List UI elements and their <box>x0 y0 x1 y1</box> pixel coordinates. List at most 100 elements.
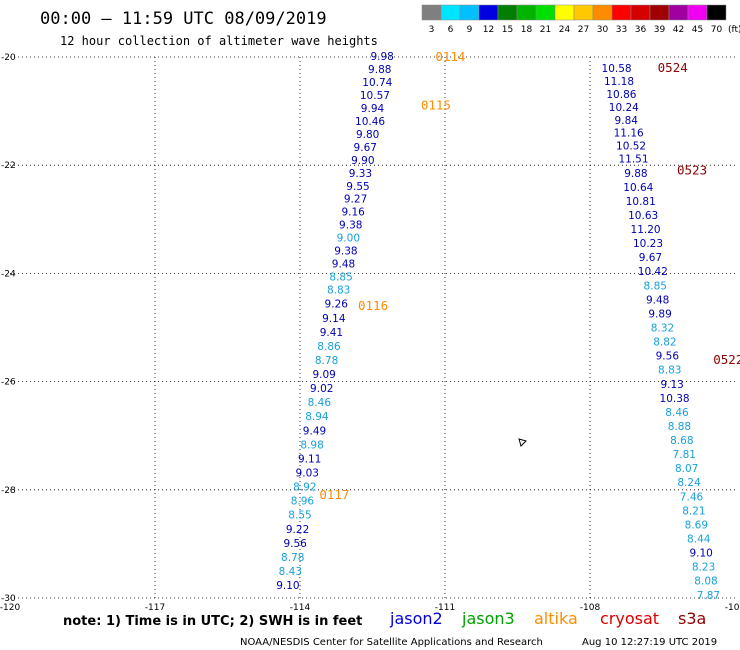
wave-height-value: 9.10 <box>276 580 299 592</box>
wave-height-value: 9.56 <box>656 351 680 363</box>
wave-height-value: 9.41 <box>320 327 343 339</box>
scale-label: 6 <box>448 25 454 35</box>
wave-height-value: 10.46 <box>355 116 385 128</box>
wave-height-value: 9.00 <box>337 233 360 245</box>
wave-height-value: 9.88 <box>624 168 647 180</box>
pass-labels: 0114 0115 0116 0117 0524 0523 0522 <box>319 49 740 502</box>
wave-height-value: 9.33 <box>349 168 372 180</box>
y-tick-label: -20 <box>1 53 16 63</box>
wave-height-value: 10.58 <box>602 63 632 75</box>
x-tick-label: -120 <box>0 603 20 613</box>
scale-label: 45 <box>692 25 703 35</box>
x-tick-label: -108 <box>580 603 601 613</box>
wave-height-value: 8.78 <box>281 552 304 564</box>
pass-label: 0115 <box>421 98 451 113</box>
wave-height-value: 9.10 <box>689 548 712 560</box>
scale-swatch <box>687 4 708 21</box>
scale-label: 24 <box>559 25 571 35</box>
wave-height-value: 9.26 <box>325 299 349 311</box>
y-tick-label: -22 <box>1 161 16 171</box>
x-tick-label: -105 <box>725 603 740 613</box>
wave-height-value: 10.81 <box>626 196 656 208</box>
scale-label: 30 <box>597 25 609 35</box>
wave-height-value: 9.48 <box>332 259 355 271</box>
wave-height-value: 9.67 <box>639 252 662 264</box>
pass-label: 0117 <box>319 487 349 502</box>
footer-note: note: 1) Time is in UTC; 2) SWH is in fe… <box>63 614 362 629</box>
wave-height-value: 8.94 <box>305 411 329 423</box>
wave-height-value: 9.67 <box>354 142 377 154</box>
wave-height-value: 9.88 <box>368 64 391 76</box>
wave-height-value: 11.20 <box>631 224 661 236</box>
chart-title: 00:00 — 11:59 UTC 08/09/2019 <box>40 9 327 29</box>
wave-height-value: 10.63 <box>628 210 658 222</box>
wave-height-value: 9.49 <box>303 425 326 437</box>
x-tick-label: -114 <box>290 603 311 613</box>
wave-height-value: 11.16 <box>614 128 644 140</box>
wave-height-value: 9.27 <box>344 194 367 206</box>
wave-height-value: 9.02 <box>310 383 333 395</box>
wave-height-value: 9.98 <box>370 51 393 63</box>
wave-height-value: 11.18 <box>604 76 634 88</box>
scale-label: 42 <box>673 25 684 35</box>
wave-height-value: 9.38 <box>339 220 362 232</box>
wave-height-value: 8.88 <box>668 421 691 433</box>
mission-legend: jason2 jason3 altika cryosat s3a <box>389 609 706 628</box>
wave-height-value: 8.82 <box>653 337 676 349</box>
wave-height-value: 8.44 <box>687 533 711 545</box>
wave-height-value: 7.87 <box>697 590 720 602</box>
wave-height-points: 9.989.8810.7410.579.9410.469.809.679.909… <box>276 51 720 602</box>
wave-height-value: 9.22 <box>286 524 309 536</box>
pass-label: 0114 <box>435 49 465 64</box>
y-tick-label: -24 <box>1 269 16 279</box>
y-tick-label: -26 <box>1 378 16 388</box>
wave-height-value: 9.90 <box>351 155 374 167</box>
pass-label: 0522 <box>713 352 740 367</box>
wave-height-value: 10.57 <box>360 90 390 102</box>
scale-swatch <box>611 4 632 21</box>
wave-height-value: 9.80 <box>356 129 379 141</box>
wave-height-value: 8.86 <box>317 341 341 353</box>
wave-height-value: 8.21 <box>682 505 705 517</box>
wave-height-value: 9.38 <box>334 246 357 258</box>
wave-height-value: 8.78 <box>315 355 338 367</box>
scale-label: 9 <box>467 25 473 35</box>
mission-label: altika <box>534 609 578 628</box>
scale-unit: (ft) <box>728 25 740 35</box>
pass-label: 0523 <box>677 163 707 178</box>
scale-swatch <box>573 4 594 21</box>
wave-height-value: 9.09 <box>312 369 335 381</box>
scale-swatch <box>440 4 461 21</box>
scale-swatch <box>535 4 556 21</box>
wave-height-value: 8.68 <box>670 435 693 447</box>
timestamp-text: Aug 10 12:27:19 UTC 2019 <box>582 637 717 648</box>
scale-label: 39 <box>654 25 666 35</box>
wave-height-value: 8.07 <box>675 463 698 475</box>
wave-height-value: 9.13 <box>660 379 683 391</box>
scale-label: 27 <box>578 25 589 35</box>
wave-height-value: 8.46 <box>665 407 689 419</box>
scale-label: 18 <box>521 25 533 35</box>
scale-label: 3 <box>429 25 435 35</box>
scale-swatch <box>497 4 518 21</box>
wave-height-value: 8.43 <box>279 566 302 578</box>
mission-label: jason2 <box>389 609 443 628</box>
wave-height-value: 10.64 <box>623 182 653 194</box>
wave-height-value: 8.83 <box>658 365 681 377</box>
scale-swatch <box>459 4 480 21</box>
wave-height-value: 8.92 <box>293 482 316 494</box>
wave-height-value: 9.56 <box>283 538 307 550</box>
wave-height-value: 9.14 <box>322 313 346 325</box>
wave-height-value: 8.23 <box>692 562 715 574</box>
scale-swatch <box>668 4 689 21</box>
wave-height-value: 7.46 <box>680 491 704 503</box>
y-tick-label: -30 <box>1 594 16 604</box>
wave-height-value: 10.24 <box>609 102 639 114</box>
wave-height-value: 8.24 <box>677 477 701 489</box>
wave-height-value: 10.86 <box>606 89 636 101</box>
scale-swatch <box>478 4 499 21</box>
y-tick-label: -28 <box>1 486 16 496</box>
wave-height-value: 8.85 <box>644 280 667 292</box>
